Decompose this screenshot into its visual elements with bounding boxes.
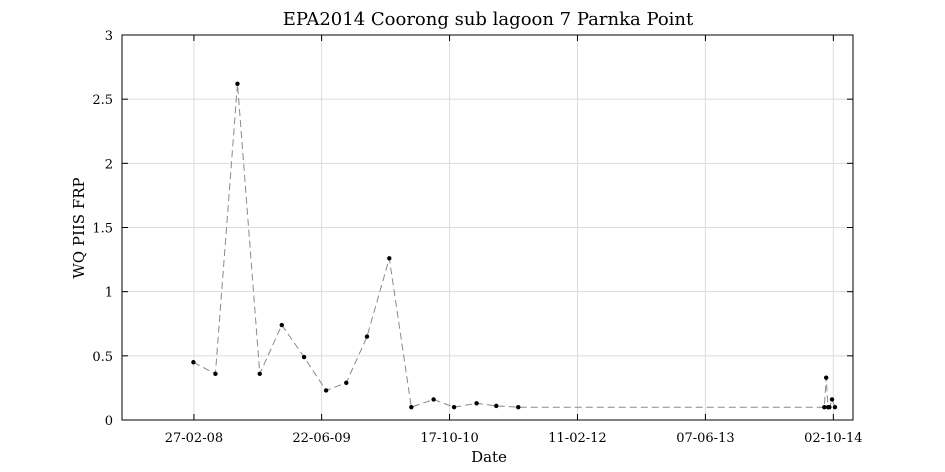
data-point	[431, 397, 436, 402]
data-series	[191, 81, 838, 410]
y-tick-label: 2	[105, 157, 113, 172]
data-point	[257, 371, 262, 376]
data-point	[323, 388, 329, 393]
y-tick-label: 0	[105, 414, 113, 429]
y-tick-label: 1	[105, 286, 113, 301]
data-point	[823, 375, 829, 380]
y-axis-label: WQ PIIS FRP	[70, 177, 88, 278]
series-line	[193, 83, 836, 408]
data-point	[827, 404, 832, 410]
x-tick-label: 11-02-12	[548, 431, 606, 446]
data-point	[451, 404, 457, 410]
y-tick-label: 2.5	[92, 93, 113, 108]
x-tick-label: 17-10-10	[420, 431, 478, 446]
plot-frame	[121, 34, 854, 421]
data-point	[213, 371, 218, 376]
data-point	[409, 404, 414, 410]
x-tick-label: 22-06-09	[292, 431, 350, 446]
y-tick-label: 0.5	[92, 350, 113, 365]
data-point	[301, 354, 307, 360]
data-point	[191, 360, 196, 365]
x-axis-label: Date	[471, 448, 507, 466]
data-point	[387, 256, 392, 261]
chart-title: EPA2014 Coorong sub lagoon 7 Parnka Poin…	[283, 9, 694, 30]
y-tick-label: 1.5	[92, 222, 113, 237]
grid-lines	[122, 34, 853, 421]
data-point	[474, 401, 479, 406]
x-tick-label: 07-06-13	[676, 431, 734, 446]
data-point	[494, 403, 499, 409]
data-point	[344, 380, 349, 385]
axis-ticks: 0 0.5 1 1.5 2 2.5 3 27-02-08 22-06-09 17-10-10 11-…	[92, 29, 862, 446]
x-tick-label: 02-10-14	[804, 431, 862, 446]
data-point	[516, 404, 521, 410]
data-point	[279, 322, 284, 328]
data-point	[832, 404, 838, 410]
x-tick-label: 27-02-08	[165, 431, 223, 446]
y-tick-label: 3	[105, 29, 113, 44]
data-point	[829, 397, 835, 402]
data-point	[822, 404, 827, 410]
data-point	[235, 81, 240, 86]
data-point	[364, 334, 370, 339]
